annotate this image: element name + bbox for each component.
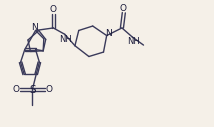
Text: O: O bbox=[45, 85, 52, 94]
Text: O: O bbox=[50, 5, 57, 14]
Text: N: N bbox=[31, 23, 38, 32]
Text: NH: NH bbox=[127, 37, 140, 46]
Text: O: O bbox=[12, 85, 19, 94]
Text: S: S bbox=[29, 85, 36, 94]
Text: O: O bbox=[120, 4, 127, 13]
Text: NH: NH bbox=[59, 35, 72, 44]
Text: N: N bbox=[105, 29, 112, 38]
